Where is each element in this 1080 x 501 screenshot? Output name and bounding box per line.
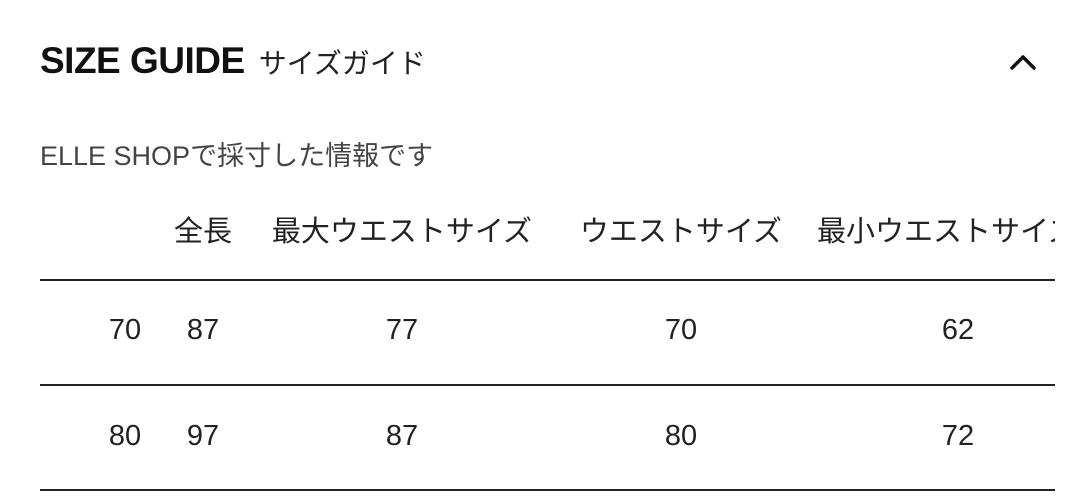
divider xyxy=(40,384,1055,386)
table-cell-min-waist: 72 xyxy=(941,420,975,452)
size-guide-title: SIZE GUIDE サイズガイド xyxy=(40,40,426,82)
table-cell-length: 87 xyxy=(186,314,220,346)
column-header-length: 全長 xyxy=(173,216,233,248)
column-header-max-waist: 最大ウエストサイズ xyxy=(271,216,533,248)
title-japanese: サイズガイド xyxy=(258,48,426,79)
table-cell-waist: 80 xyxy=(664,420,698,452)
table-cell-max-waist: 87 xyxy=(385,420,419,452)
title-english: SIZE GUIDE xyxy=(40,40,245,81)
measurement-note: ELLE SHOPで採寸した情報です xyxy=(40,141,434,171)
table-cell-waist: 70 xyxy=(664,314,698,346)
table-cell-length: 97 xyxy=(186,420,220,452)
divider xyxy=(40,279,1055,281)
column-header-waist: ウエストサイズ xyxy=(579,216,783,248)
chevron-up-icon[interactable] xyxy=(1008,50,1038,74)
divider xyxy=(40,489,1055,491)
table-cell-size: 80 xyxy=(108,420,142,452)
size-table: 全長 最大ウエストサイズ ウエストサイズ 最小ウエストサイズ 70 87 77 … xyxy=(40,0,1055,501)
table-cell-min-waist: 62 xyxy=(941,314,975,346)
table-cell-max-waist: 77 xyxy=(385,314,419,346)
table-cell-size: 70 xyxy=(108,314,142,346)
column-header-min-waist: 最小ウエストサイズ xyxy=(817,216,1055,248)
